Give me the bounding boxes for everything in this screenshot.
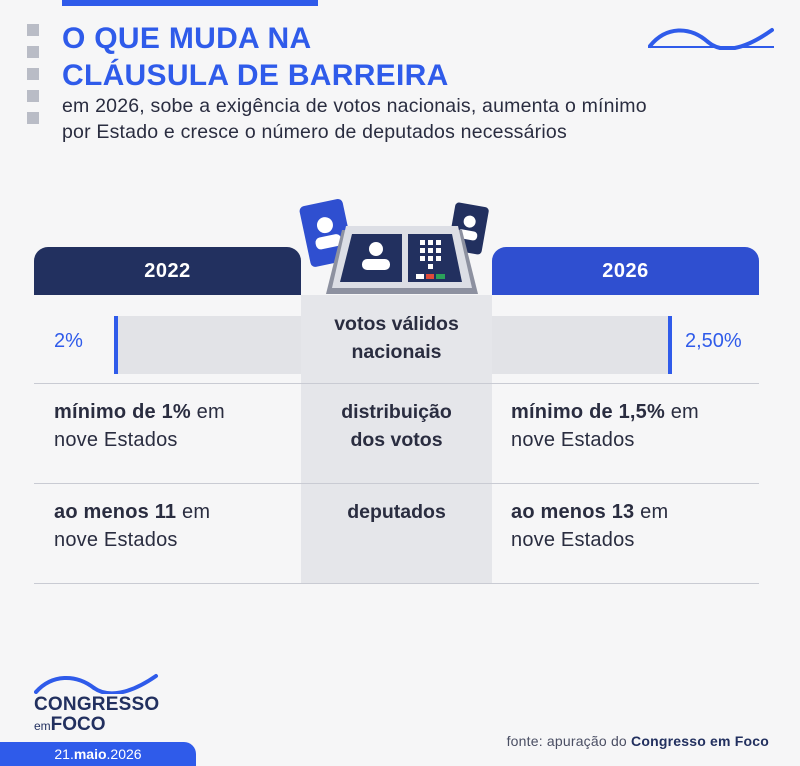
row-divider (34, 483, 759, 484)
voting-machine-icon (299, 198, 489, 294)
brand-logo-wave-icon (34, 674, 158, 694)
deputies-2026-bold: ao menos 13 (511, 501, 635, 523)
votes-marker-2026 (668, 316, 672, 374)
source-name: Congresso em Foco (631, 733, 769, 749)
deputies-2026-rest1: em (634, 501, 669, 523)
source-prefix: fonte: apuração do (506, 733, 632, 749)
date-badge: 21. maio .2026 (0, 742, 196, 766)
votes-value-2022: 2% (54, 330, 83, 352)
logo-wave-icon (648, 28, 774, 50)
subtitle-line-2: por Estado e cresce o número de deputado… (62, 121, 567, 143)
distribution-2022-bold: mínimo de 1% (54, 401, 191, 423)
brand-foco: FOCO (50, 714, 106, 735)
header-2026: 2026 (492, 247, 759, 295)
brand-sub: emFOCO (34, 714, 106, 736)
date-month: maio (73, 746, 107, 762)
top-accent-bar (62, 0, 318, 6)
subtitle-line-1: em 2026, sobe a exigência de votos nacio… (62, 95, 647, 117)
deputies-2022-rest1: em (176, 501, 211, 523)
deputies-2026: ao menos 13 em nove Estados (511, 498, 756, 554)
date-day: 21. (54, 746, 74, 762)
criteria-column (301, 295, 492, 583)
distribution-2026-rest2: nove Estados (511, 429, 635, 451)
subtitle: em 2026, sobe a exigência de votos nacio… (62, 93, 762, 145)
deputies-2022: ao menos 11 em nove Estados (54, 498, 294, 554)
distribution-2022-rest1: em (190, 401, 225, 423)
distribution-2026-rest1: em (664, 401, 699, 423)
distribution-2026-bold: mínimo de 1,5% (511, 401, 665, 423)
title-line-1: O QUE MUDA NA (62, 22, 312, 55)
votes-band-2026 (492, 316, 672, 374)
brand-em: em (34, 719, 51, 733)
row-label-deputies: deputados (301, 498, 492, 526)
brand-name: CONGRESSO (34, 694, 160, 715)
deputies-2026-rest2: nove Estados (511, 529, 635, 551)
row-divider (34, 383, 759, 384)
votes-marker-2022 (114, 316, 118, 374)
date-year: .2026 (106, 746, 142, 762)
row-label-votes-line1: votos válidos (334, 313, 459, 335)
distribution-2026: mínimo de 1,5% em nove Estados (511, 398, 756, 454)
title-line-2: CLÁUSULA DE BARREIRA (62, 59, 449, 92)
distribution-2022-rest2: nove Estados (54, 429, 178, 451)
row-label-distribution: distribuição dos votos (301, 398, 492, 454)
row-divider (34, 583, 759, 584)
deputies-2022-rest2: nove Estados (54, 529, 178, 551)
row-label-deputies-line1: deputados (347, 501, 446, 523)
row-label-votes: votos válidos nacionais (301, 310, 492, 366)
source-credit: fonte: apuração do Congresso em Foco (507, 733, 769, 749)
row-label-votes-line2: nacionais (351, 341, 442, 363)
deputies-2022-bold: ao menos 11 (54, 501, 177, 523)
distribution-2022: mínimo de 1% em nove Estados (54, 398, 294, 454)
year-2026-label: 2026 (602, 259, 649, 282)
row-label-distribution-line1: distribuição (341, 401, 452, 423)
page-title: O QUE MUDA NA CLÁUSULA DE BARREIRA (62, 20, 449, 94)
decorative-squares-icon (27, 24, 39, 134)
votes-band-2022 (116, 316, 301, 374)
header-2022: 2022 (34, 247, 301, 295)
year-2022-label: 2022 (144, 259, 191, 282)
row-label-distribution-line2: dos votos (350, 429, 443, 451)
votes-value-2026: 2,50% (685, 330, 742, 352)
